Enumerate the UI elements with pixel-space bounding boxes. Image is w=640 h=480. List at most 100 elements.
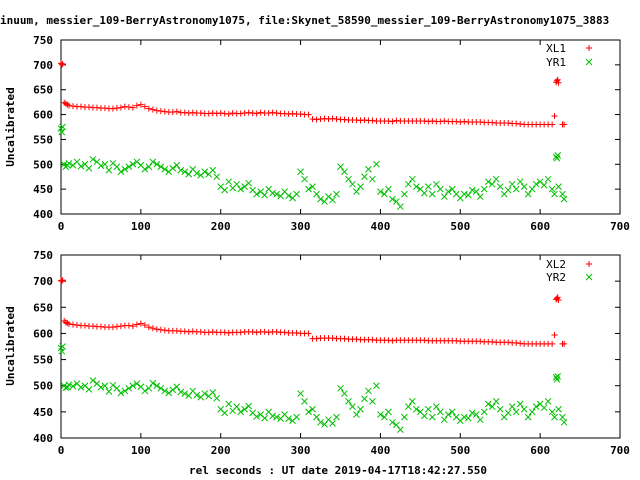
top-point-yr1 — [464, 191, 472, 199]
top-legend-marker-xl1 — [586, 45, 592, 51]
bottom-point-yr2 — [121, 387, 129, 395]
top-point-yr1 — [424, 183, 432, 191]
bottom-point-yr2 — [153, 382, 161, 390]
top-point-yr1 — [559, 190, 566, 198]
top-point-yr1 — [333, 190, 340, 198]
bottom-point-yr2 — [321, 421, 328, 428]
bottom-point-yr2 — [97, 383, 105, 391]
top-point-yr1 — [245, 179, 253, 187]
top-point-yr1 — [105, 166, 113, 174]
bottom-point-yr2 — [357, 405, 364, 413]
top-point-xl1 — [141, 103, 148, 110]
bottom-point-xl2 — [389, 337, 396, 344]
top-point-yr1 — [369, 175, 376, 183]
bottom-point-yr2 — [464, 414, 472, 422]
bottom-point-xl2 — [341, 335, 348, 342]
bottom-y-axis-label: Uncalibrated — [4, 306, 17, 385]
top-x-tick-label: 0 — [58, 220, 65, 233]
top-y-tick-label: 450 — [33, 183, 53, 196]
top-point-yr1 — [524, 190, 532, 198]
top-point-xl1 — [253, 110, 260, 117]
bottom-point-yr2 — [59, 343, 66, 350]
bottom-point-yr2 — [101, 382, 109, 390]
top-point-yr1 — [516, 178, 524, 186]
top-point-yr1 — [329, 196, 336, 204]
bottom-y-tick-label: 450 — [33, 406, 53, 419]
top-point-yr1 — [520, 183, 528, 191]
top-point-yr1 — [309, 183, 316, 191]
top-y-tick-label: 600 — [33, 109, 53, 122]
top-point-xl1 — [561, 121, 568, 128]
bottom-point-xl2 — [173, 327, 180, 334]
top-point-yr1 — [488, 180, 496, 188]
bottom-legend-marker-yr2 — [585, 273, 593, 281]
top-point-yr1 — [504, 186, 512, 194]
bottom-point-yr2 — [165, 389, 173, 397]
top-point-yr1 — [177, 166, 185, 174]
bottom-point-xl2 — [385, 337, 392, 344]
top-point-yr1 — [448, 185, 456, 193]
top-point-yr1 — [77, 162, 85, 170]
top-point-xl1 — [173, 108, 180, 115]
top-point-xl1 — [133, 102, 140, 109]
bottom-x-tick-label: 500 — [450, 444, 470, 457]
bottom-point-xl2 — [73, 322, 80, 329]
bottom-point-yr2 — [389, 418, 396, 426]
bottom-point-xl2 — [89, 323, 96, 330]
top-point-xl1 — [305, 111, 312, 118]
top-x-tick-label: 100 — [131, 220, 151, 233]
top-point-yr1 — [145, 163, 153, 171]
bottom-point-xl2 — [145, 324, 152, 331]
bottom-point-yr2 — [512, 408, 520, 416]
top-point-yr1 — [169, 164, 177, 172]
bottom-point-yr2 — [245, 402, 253, 410]
bottom-point-yr2 — [133, 380, 141, 387]
bottom-point-yr2 — [309, 405, 316, 413]
top-point-yr1 — [121, 165, 129, 173]
top-point-xl1 — [59, 60, 66, 67]
top-point-xl1 — [389, 118, 396, 125]
bottom-point-yr2 — [109, 381, 117, 389]
top-point-yr1 — [397, 203, 404, 210]
x-axis-label: rel seconds : UT date 2019-04-17T18:42:2… — [189, 464, 487, 477]
top-point-yr1 — [129, 160, 137, 168]
top-point-yr1 — [484, 178, 492, 186]
bottom-point-yr2 — [105, 388, 113, 395]
bottom-point-xl2 — [137, 320, 144, 327]
bottom-point-yr2 — [555, 405, 562, 413]
bottom-point-yr2 — [544, 398, 552, 405]
bottom-point-yr2 — [488, 403, 496, 410]
bottom-y-tick-label: 550 — [33, 354, 53, 367]
top-y-tick-label: 550 — [33, 133, 53, 146]
bottom-point-yr2 — [560, 418, 568, 426]
top-legend-label-yr1: YR1 — [546, 56, 566, 69]
bottom-point-xl2 — [329, 335, 336, 342]
top-point-yr1 — [181, 168, 189, 176]
bottom-point-xl2 — [69, 321, 76, 328]
bottom-point-yr2 — [460, 413, 468, 421]
top-point-yr1 — [401, 190, 408, 198]
top-point-yr1 — [285, 192, 292, 199]
bottom-point-yr2 — [237, 408, 245, 416]
bottom-point-yr2 — [173, 383, 181, 391]
top-point-yr1 — [161, 165, 169, 173]
top-point-yr1 — [373, 160, 380, 168]
top-point-yr1 — [237, 185, 245, 193]
top-point-xl1 — [549, 121, 556, 128]
top-point-xl1 — [551, 113, 558, 120]
bottom-y-tick-label: 750 — [33, 249, 53, 262]
top-y-axis-label: Uncalibrated — [4, 87, 17, 166]
bottom-point-xl2 — [249, 328, 256, 335]
bottom-point-xl2 — [421, 337, 428, 344]
bottom-point-yr2 — [233, 403, 241, 410]
bottom-point-yr2 — [333, 413, 340, 421]
bottom-point-yr2 — [65, 381, 73, 389]
bottom-point-yr2 — [337, 384, 344, 392]
bottom-point-yr2 — [261, 414, 268, 422]
bottom-point-yr2 — [285, 415, 292, 423]
top-point-yr1 — [233, 180, 241, 188]
bottom-point-xl2 — [58, 278, 65, 285]
bottom-point-yr2 — [492, 398, 500, 405]
top-x-tick-label: 700 — [610, 220, 630, 233]
